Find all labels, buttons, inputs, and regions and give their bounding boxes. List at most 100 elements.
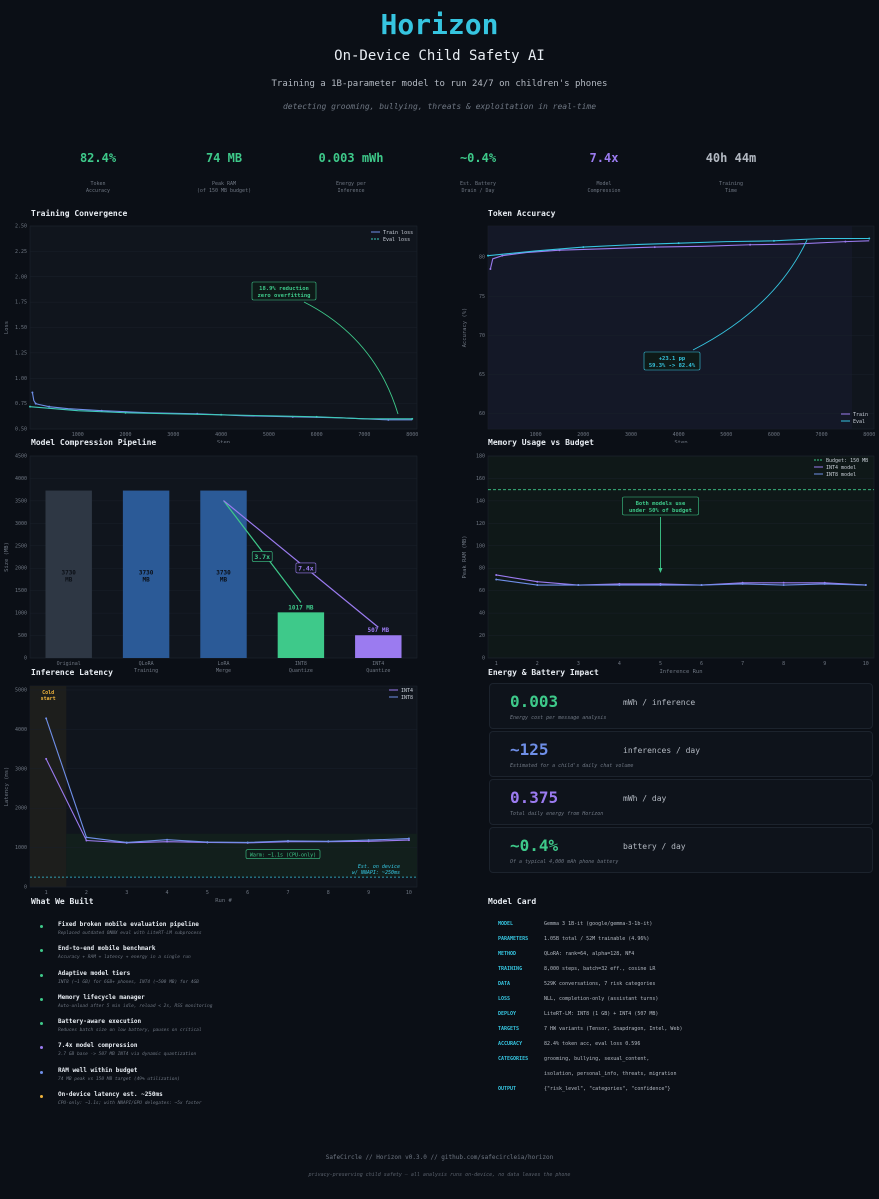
token-accuracy-chart: 60 65 70 75 80 1000 2000 3000 4000 5000 6000 7000 80… <box>462 225 875 443</box>
data-point <box>582 246 585 249</box>
energy-value: 0.003 <box>510 692 559 711</box>
stat-compression-value: 7.4x <box>589 151 619 165</box>
y-tick-label: 3000 <box>15 766 27 772</box>
x-tick-label: Merge <box>216 668 231 674</box>
annotation-box <box>643 351 701 371</box>
y-tick-label: 4000 <box>15 727 27 733</box>
x-tick-label: 5 <box>659 661 662 667</box>
bullet-dot-icon <box>40 998 43 1001</box>
x-tick-label: 10 <box>863 661 869 667</box>
x-tick-label: 5000 <box>263 432 275 438</box>
legend-label: INT4 model <box>826 465 856 471</box>
app-title: Horizon <box>380 8 499 41</box>
annotation-text: 59.3% -> 82.4% <box>649 363 696 369</box>
model-card-key: ACCURACY <box>498 1041 523 1047</box>
x-tick-label: 7000 <box>358 432 370 438</box>
shaded-region <box>488 226 852 429</box>
y-tick-label: 1.25 <box>15 350 27 356</box>
data-point <box>618 584 621 587</box>
legend-label: Budget: 150 MB <box>826 458 868 464</box>
data-point <box>782 581 785 584</box>
data-point <box>700 584 703 587</box>
data-point <box>287 839 289 842</box>
x-tick-label: 6 <box>700 661 703 667</box>
legend-label: INT8 <box>401 695 413 701</box>
bar <box>45 490 92 658</box>
data-point <box>677 242 680 245</box>
bar-value-label: 3730 <box>61 569 76 576</box>
data-point <box>782 584 785 587</box>
model-card-value: NLL, completion-only (assistant turns) <box>544 996 659 1002</box>
x-tick-label: LoRA <box>217 661 229 667</box>
built-item-title: End-to-end mobile benchmark <box>58 945 156 952</box>
y-tick-label: 4500 <box>15 454 27 460</box>
bar <box>122 490 170 658</box>
x-tick-label: 6 <box>246 890 249 896</box>
annotation-text: 18.9% reduction <box>259 286 309 292</box>
energy-value: 0.375 <box>510 788 559 807</box>
model-card-key: PARAMETERS <box>498 936 529 942</box>
data-point <box>495 573 498 576</box>
bullet-dot-icon <box>40 974 43 977</box>
y-axis-label: Loss <box>4 321 10 334</box>
built-item-title: Adaptive model tiers <box>58 970 131 977</box>
data-point <box>659 584 662 587</box>
arrow-label: 3.7x <box>254 553 270 561</box>
data-point <box>407 839 410 842</box>
x-tick-label: 1 <box>45 890 48 896</box>
bar <box>277 612 325 658</box>
x-tick-label: 8000 <box>863 432 875 438</box>
data-point <box>48 405 51 408</box>
x-tick-label: INT8 <box>295 661 307 667</box>
x-tick-label: 8 <box>327 890 330 896</box>
model-card-key: OUTPUT <box>498 1086 517 1092</box>
data-point <box>206 841 209 844</box>
y-tick-label: 1.00 <box>15 376 27 382</box>
section-title-accuracy: Token Accuracy <box>488 209 556 218</box>
bar <box>355 635 402 658</box>
energy-desc: Energy cost per message analysis <box>510 715 607 721</box>
bar-value-label: MB <box>220 576 228 583</box>
annotation-text: +23.1 pp <box>659 356 686 362</box>
y-tick-label: 1500 <box>15 588 27 594</box>
data-point <box>823 582 826 585</box>
section-title-built: What We Built <box>31 897 94 906</box>
built-item-desc: Reduces batch size on low battery, pause… <box>58 1028 202 1033</box>
y-axis-label: Size (MB) <box>4 542 10 572</box>
bar <box>200 490 247 658</box>
energy-card-battery: ~0.4% battery / day Of a typical 4,000 m… <box>489 827 873 873</box>
stat-peak-ram-value: 74 MB <box>205 151 243 165</box>
model-card-key: MODEL <box>498 921 514 927</box>
model-card-key: TARGETS <box>498 1026 520 1032</box>
cold-start-label: Cold <box>42 690 54 696</box>
y-tick-label: 140 <box>476 498 485 504</box>
data-point <box>45 717 48 720</box>
x-tick-label: 5000 <box>720 432 732 438</box>
x-tick-label: QLoRA <box>139 661 154 667</box>
data-point <box>34 402 37 405</box>
x-tick-label: 8 <box>782 661 785 667</box>
y-tick-label: 1.50 <box>15 325 27 331</box>
stat-energy-value: 0.003 mWh <box>318 151 384 165</box>
data-point <box>577 584 580 587</box>
x-tick-label: 9 <box>367 890 370 896</box>
built-item-desc: Accuracy + RAM + latency + energy in a s… <box>58 955 191 960</box>
x-tick-label: 4 <box>166 890 169 896</box>
x-tick-label: 3 <box>577 661 580 667</box>
tagline-secondary: detecting grooming, bullying, threats & … <box>282 102 597 111</box>
data-point <box>501 254 504 257</box>
built-item-desc: Auto-unload after 5 min idle, reload < 2… <box>58 1004 213 1009</box>
x-tick-label: Quantize <box>289 668 313 674</box>
model-card-value: QLoRA: rank=64, alpha=128, NF4 <box>544 951 635 957</box>
data-point <box>495 578 498 581</box>
footer-privacy: privacy-preserving child safety — all an… <box>308 1172 571 1178</box>
x-tick-label: 4000 <box>673 432 685 438</box>
data-point <box>166 840 169 843</box>
arrow-label-box <box>295 562 317 574</box>
warm-label: Warm: ~1.1s (CPU-only) <box>250 852 316 858</box>
data-point <box>411 417 414 420</box>
data-point <box>85 839 88 842</box>
annotation-arrow <box>303 301 399 415</box>
energy-value: ~125 <box>510 740 549 759</box>
model-card-value: LiteRT-LM: INT8 (1 GB) + INT4 (507 MB) <box>544 1011 659 1017</box>
